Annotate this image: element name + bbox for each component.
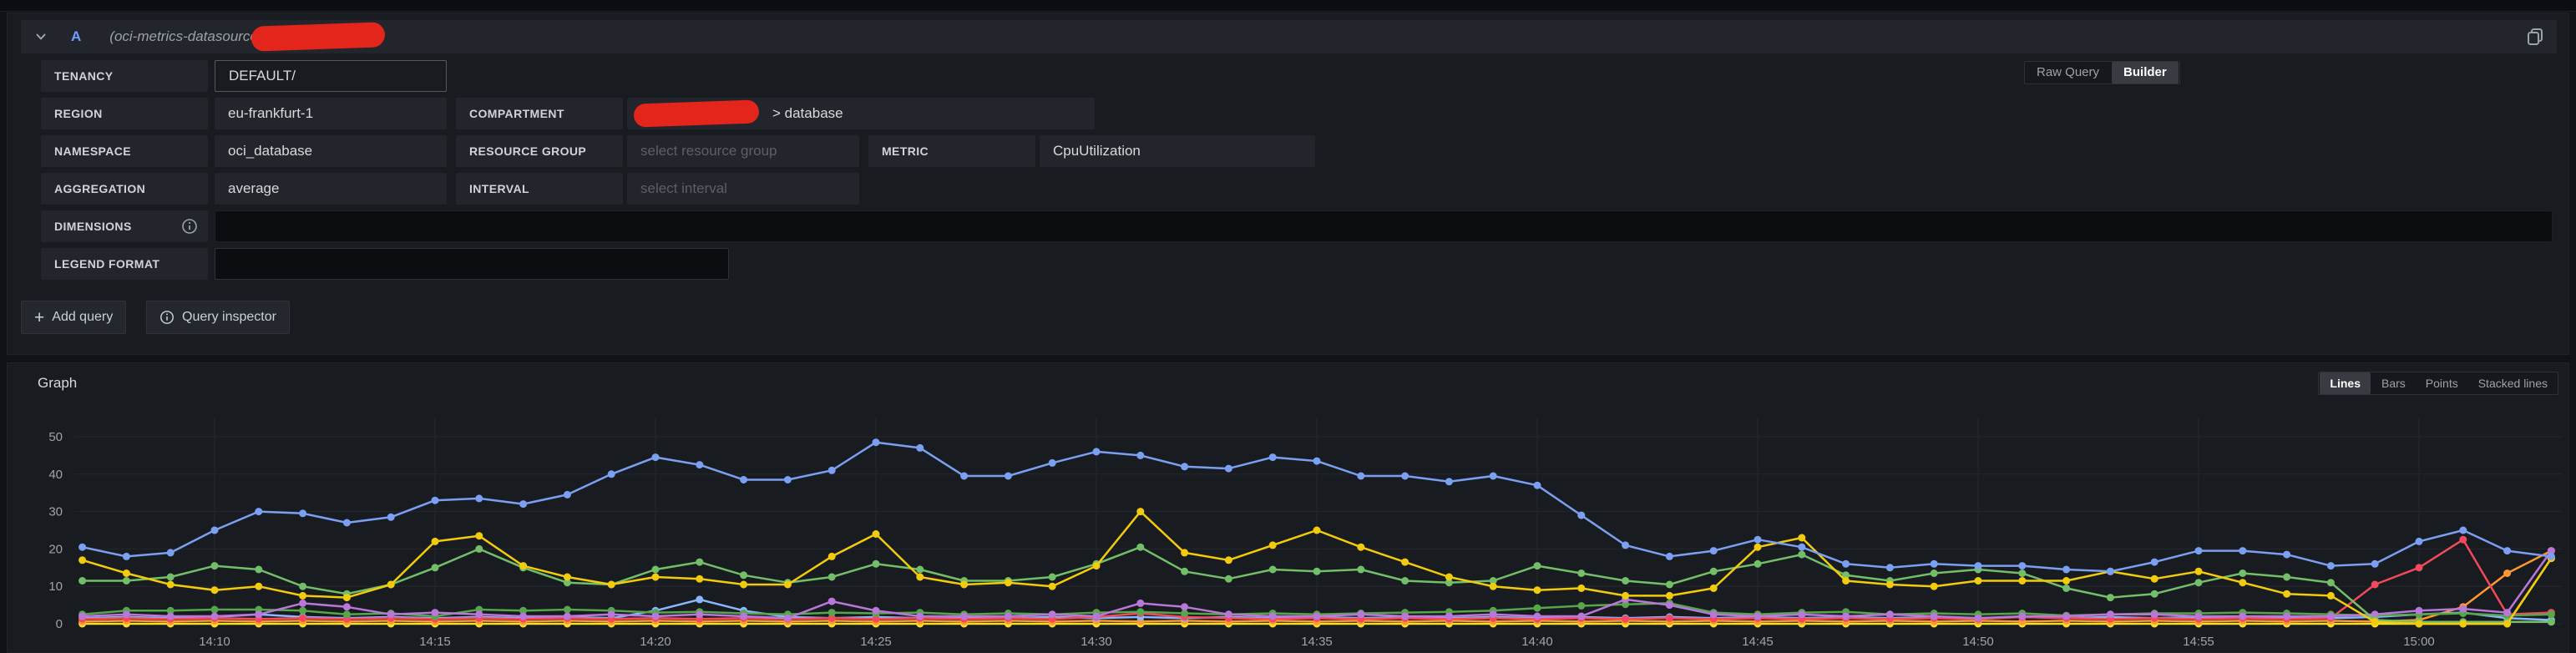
region-select[interactable]: eu-frankfurt-1 <box>215 98 447 129</box>
field-label-dimensions: DIMENSIONS <box>41 210 208 242</box>
draw-mode-toggle: Lines Bars Points Stacked lines <box>2318 372 2558 395</box>
resource-group-select[interactable]: select resource group <box>627 135 859 167</box>
interval-select[interactable]: select interval <box>627 173 859 205</box>
draw-mode-lines[interactable]: Lines <box>2320 372 2371 394</box>
svg-text:50: 50 <box>48 430 63 444</box>
svg-text:0: 0 <box>56 617 63 631</box>
field-label-tenancy: TENANCY <box>41 60 208 92</box>
tenancy-select[interactable]: DEFAULT/ <box>215 60 447 92</box>
add-query-button[interactable]: + Add query <box>21 301 127 334</box>
svg-text:14:40: 14:40 <box>1521 635 1553 649</box>
svg-text:20: 20 <box>48 542 63 556</box>
field-label-aggregation: AGGREGATION <box>41 173 208 205</box>
info-circle-icon <box>159 310 175 325</box>
dimensions-field[interactable] <box>215 210 2553 242</box>
query-row-header[interactable]: A (oci-metrics-datasource <box>21 20 2557 53</box>
draw-mode-stacked-lines[interactable]: Stacked lines <box>2477 377 2548 390</box>
redaction-mark-compartment <box>633 99 760 128</box>
plus-icon: + <box>34 307 45 327</box>
metric-select[interactable]: CpuUtilization <box>1040 135 1315 167</box>
svg-text:10: 10 <box>48 580 63 594</box>
query-inspector-button[interactable]: Query inspector <box>146 301 290 334</box>
svg-text:14:45: 14:45 <box>1742 635 1774 649</box>
compartment-select[interactable]: > database <box>627 98 1095 129</box>
svg-text:14:50: 14:50 <box>1962 635 1994 649</box>
svg-text:14:25: 14:25 <box>860 635 892 649</box>
field-label-metric: METRIC <box>868 135 1035 167</box>
svg-text:14:15: 14:15 <box>419 635 451 649</box>
info-icon[interactable] <box>181 218 198 239</box>
field-label-namespace: NAMESPACE <box>41 135 208 167</box>
svg-text:14:20: 14:20 <box>640 635 671 649</box>
svg-text:15:00: 15:00 <box>2403 635 2435 649</box>
copy-query-icon[interactable] <box>2525 27 2545 47</box>
graph-panel-title: Graph <box>38 375 78 391</box>
legend-format-input[interactable] <box>215 248 729 280</box>
graph-svg: 0 10 20 30 40 50 14:10 14:15 14:20 14:25 14:30 14:3… <box>48 418 2563 649</box>
graph-panel: Graph Lines Bars Points Stacked lines 0 1… <box>7 362 2569 653</box>
aggregation-select[interactable]: average <box>215 173 447 205</box>
builder-tab[interactable]: Builder <box>2112 62 2179 84</box>
query-mode-toggle: Raw Query Builder <box>2024 61 2180 84</box>
redaction-mark-datasource <box>251 22 386 52</box>
field-label-compartment: COMPARTMENT <box>456 98 623 129</box>
svg-text:14:55: 14:55 <box>2183 635 2214 649</box>
raw-query-tab[interactable]: Raw Query <box>2037 65 2100 79</box>
svg-text:40: 40 <box>48 468 63 482</box>
namespace-select[interactable]: oci_database <box>215 135 447 167</box>
field-label-interval: INTERVAL <box>456 173 623 205</box>
draw-mode-points[interactable]: Points <box>2425 377 2458 390</box>
svg-text:30: 30 <box>48 505 63 519</box>
field-label-region: REGION <box>41 98 208 129</box>
svg-text:14:35: 14:35 <box>1301 635 1333 649</box>
query-ref-id: A <box>71 28 82 44</box>
query-editor-panel: A (oci-metrics-datasource Raw Query Buil… <box>7 13 2569 355</box>
field-label-resource-group: RESOURCE GROUP <box>456 135 623 167</box>
field-label-legend-format: LEGEND FORMAT <box>41 248 208 280</box>
top-toolbar-strip <box>0 0 2576 12</box>
svg-text:14:30: 14:30 <box>1081 635 1112 649</box>
chevron-down-icon[interactable] <box>33 28 49 45</box>
datasource-name: (oci-metrics-datasource <box>109 28 258 44</box>
svg-text:14:10: 14:10 <box>199 635 230 649</box>
draw-mode-bars[interactable]: Bars <box>2381 377 2406 390</box>
